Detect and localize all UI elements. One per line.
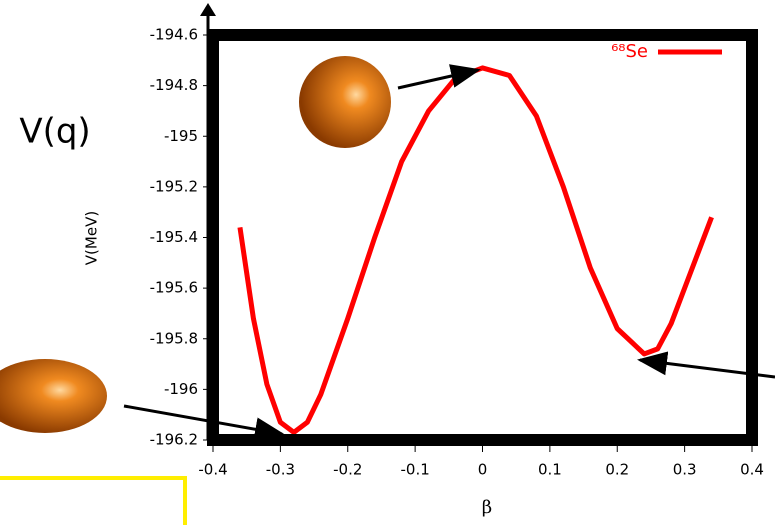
x-tick-label: -0.4 [198, 461, 227, 479]
y-tick-label: -195.2 [150, 177, 198, 195]
y-tick-label: -196 [164, 380, 198, 398]
x-tick-label: 0.3 [673, 461, 697, 479]
y-tick-label: -194.8 [150, 76, 198, 94]
y-tick-label: -195.8 [150, 329, 198, 347]
y-tick-label: -196.2 [150, 431, 198, 449]
legend-label: ⁶⁸Se [611, 41, 648, 62]
arrow [397, 64, 481, 90]
x-tick-label: 0.2 [605, 461, 629, 479]
x-axis-label: β [482, 497, 492, 518]
arrow [637, 351, 775, 379]
y-tick-label: -194.6 [150, 26, 198, 44]
y-axis-label: V(MeV) [83, 211, 101, 265]
y-tick-label: -195.6 [150, 279, 198, 297]
x-tick-label: 0 [478, 461, 488, 479]
y-tick-label: -195.4 [150, 228, 198, 246]
x-tick-label: 0.4 [740, 461, 764, 479]
prolate-shape [0, 359, 107, 433]
x-tick-label: 0.1 [538, 461, 562, 479]
axis-arrow [200, 3, 216, 16]
arrow [123, 404, 285, 442]
spherical-shape [299, 56, 391, 148]
y-tick-label: -195 [164, 127, 198, 145]
plot-frame [207, 29, 758, 446]
x-tick-label: -0.3 [266, 461, 295, 479]
x-tick-label: -0.2 [333, 461, 362, 479]
x-tick-label: -0.1 [400, 461, 429, 479]
annotation: V(q) [19, 112, 90, 152]
highlight-box [0, 476, 187, 525]
